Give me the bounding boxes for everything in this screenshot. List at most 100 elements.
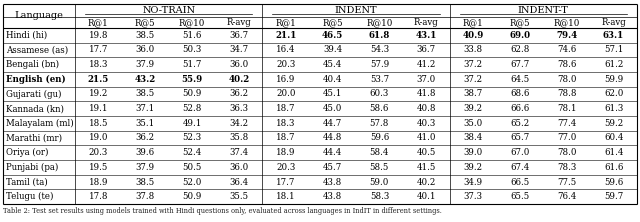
Text: Marathi (mr): Marathi (mr) bbox=[6, 133, 62, 143]
Text: 58.3: 58.3 bbox=[370, 192, 389, 201]
Text: R@10: R@10 bbox=[179, 18, 205, 27]
Text: 58.5: 58.5 bbox=[370, 163, 389, 172]
Text: 78.1: 78.1 bbox=[557, 104, 577, 113]
Text: 78.0: 78.0 bbox=[557, 148, 577, 157]
Text: 19.5: 19.5 bbox=[89, 163, 108, 172]
Text: 43.2: 43.2 bbox=[134, 75, 156, 84]
Text: 37.8: 37.8 bbox=[136, 192, 155, 201]
Text: 45.1: 45.1 bbox=[323, 89, 342, 99]
Text: 18.7: 18.7 bbox=[276, 133, 296, 143]
Text: 18.3: 18.3 bbox=[276, 119, 296, 128]
Text: 37.3: 37.3 bbox=[463, 192, 483, 201]
Text: 41.0: 41.0 bbox=[417, 133, 436, 143]
Text: Gujarati (gu): Gujarati (gu) bbox=[6, 89, 61, 99]
Text: 36.2: 36.2 bbox=[136, 133, 155, 143]
Text: 64.5: 64.5 bbox=[510, 75, 529, 84]
Text: Language: Language bbox=[15, 12, 63, 20]
Text: 41.8: 41.8 bbox=[417, 89, 436, 99]
Text: 35.0: 35.0 bbox=[463, 119, 483, 128]
Text: Telugu (te): Telugu (te) bbox=[6, 192, 54, 201]
Text: 67.0: 67.0 bbox=[510, 148, 530, 157]
Text: Bengali (bn): Bengali (bn) bbox=[6, 60, 59, 69]
Text: 76.4: 76.4 bbox=[557, 192, 577, 201]
Text: INDENT: INDENT bbox=[335, 6, 378, 15]
Text: 50.9: 50.9 bbox=[182, 192, 202, 201]
Text: 17.8: 17.8 bbox=[89, 192, 108, 201]
Text: 37.2: 37.2 bbox=[463, 75, 483, 84]
Text: 52.4: 52.4 bbox=[182, 148, 202, 157]
Text: 45.0: 45.0 bbox=[323, 104, 342, 113]
Text: 51.7: 51.7 bbox=[182, 60, 202, 69]
Text: 41.2: 41.2 bbox=[417, 60, 436, 69]
Text: Table 2: Test set results using models trained with Hindi questions only, evalua: Table 2: Test set results using models t… bbox=[3, 207, 442, 215]
Text: 51.6: 51.6 bbox=[182, 31, 202, 40]
Text: R-avg: R-avg bbox=[227, 18, 252, 27]
Text: 57.9: 57.9 bbox=[370, 60, 389, 69]
Text: 50.3: 50.3 bbox=[182, 46, 202, 54]
Text: 60.4: 60.4 bbox=[604, 133, 623, 143]
Text: 59.7: 59.7 bbox=[604, 192, 623, 201]
Text: 19.0: 19.0 bbox=[89, 133, 108, 143]
Text: 74.6: 74.6 bbox=[557, 46, 577, 54]
Text: R@10: R@10 bbox=[366, 18, 392, 27]
Text: R-avg: R-avg bbox=[601, 18, 626, 27]
Text: 38.5: 38.5 bbox=[136, 89, 155, 99]
Text: 57.1: 57.1 bbox=[604, 46, 623, 54]
Text: 78.8: 78.8 bbox=[557, 89, 577, 99]
Text: 38.5: 38.5 bbox=[136, 178, 155, 186]
Text: English (en): English (en) bbox=[6, 75, 66, 84]
Text: 43.8: 43.8 bbox=[323, 192, 342, 201]
Text: 65.2: 65.2 bbox=[510, 119, 529, 128]
Text: 59.6: 59.6 bbox=[604, 178, 623, 186]
Text: 66.5: 66.5 bbox=[510, 178, 529, 186]
Text: 39.2: 39.2 bbox=[463, 104, 483, 113]
Text: R@1: R@1 bbox=[275, 18, 296, 27]
Text: 44.4: 44.4 bbox=[323, 148, 342, 157]
Text: 67.4: 67.4 bbox=[510, 163, 529, 172]
Text: Malayalam (ml): Malayalam (ml) bbox=[6, 119, 74, 128]
Text: 45.7: 45.7 bbox=[323, 163, 342, 172]
Text: 36.7: 36.7 bbox=[417, 46, 436, 54]
Text: 34.9: 34.9 bbox=[463, 178, 483, 186]
Text: R@5: R@5 bbox=[135, 18, 156, 27]
Text: Kannada (kn): Kannada (kn) bbox=[6, 104, 64, 113]
Text: 37.9: 37.9 bbox=[136, 163, 155, 172]
Text: 62.0: 62.0 bbox=[604, 89, 623, 99]
Text: 36.2: 36.2 bbox=[229, 89, 248, 99]
Text: 65.5: 65.5 bbox=[510, 192, 529, 201]
Text: 18.9: 18.9 bbox=[89, 178, 108, 186]
Text: R@5: R@5 bbox=[509, 18, 530, 27]
Text: 17.7: 17.7 bbox=[89, 46, 108, 54]
Text: 40.1: 40.1 bbox=[417, 192, 436, 201]
Text: 46.5: 46.5 bbox=[322, 31, 343, 40]
Text: 39.6: 39.6 bbox=[136, 148, 155, 157]
Text: 37.0: 37.0 bbox=[417, 75, 436, 84]
Text: 16.9: 16.9 bbox=[276, 75, 296, 84]
Text: 50.9: 50.9 bbox=[182, 89, 202, 99]
Text: 40.5: 40.5 bbox=[417, 148, 436, 157]
Text: 45.4: 45.4 bbox=[323, 60, 342, 69]
Text: 78.6: 78.6 bbox=[557, 60, 577, 69]
Text: 67.7: 67.7 bbox=[510, 60, 529, 69]
Text: 77.0: 77.0 bbox=[557, 133, 577, 143]
Text: 66.6: 66.6 bbox=[510, 104, 529, 113]
Text: 78.0: 78.0 bbox=[557, 75, 577, 84]
Text: Punjabi (pa): Punjabi (pa) bbox=[6, 163, 58, 172]
Text: 40.3: 40.3 bbox=[417, 119, 436, 128]
Text: 61.3: 61.3 bbox=[604, 104, 623, 113]
Text: 40.8: 40.8 bbox=[417, 104, 436, 113]
Text: Hindi (hi): Hindi (hi) bbox=[6, 31, 47, 40]
Text: 61.2: 61.2 bbox=[604, 60, 623, 69]
Text: 50.5: 50.5 bbox=[182, 163, 202, 172]
Text: R@1: R@1 bbox=[88, 18, 109, 27]
Text: 37.9: 37.9 bbox=[136, 60, 155, 69]
Text: 35.5: 35.5 bbox=[229, 192, 248, 201]
Text: 69.0: 69.0 bbox=[509, 31, 531, 40]
Text: 40.2: 40.2 bbox=[228, 75, 250, 84]
Text: 37.1: 37.1 bbox=[136, 104, 155, 113]
Text: 18.5: 18.5 bbox=[89, 119, 108, 128]
Text: NO-TRAIN: NO-TRAIN bbox=[142, 6, 195, 15]
Text: 18.9: 18.9 bbox=[276, 148, 296, 157]
Text: 36.4: 36.4 bbox=[229, 178, 248, 186]
Text: 43.8: 43.8 bbox=[323, 178, 342, 186]
